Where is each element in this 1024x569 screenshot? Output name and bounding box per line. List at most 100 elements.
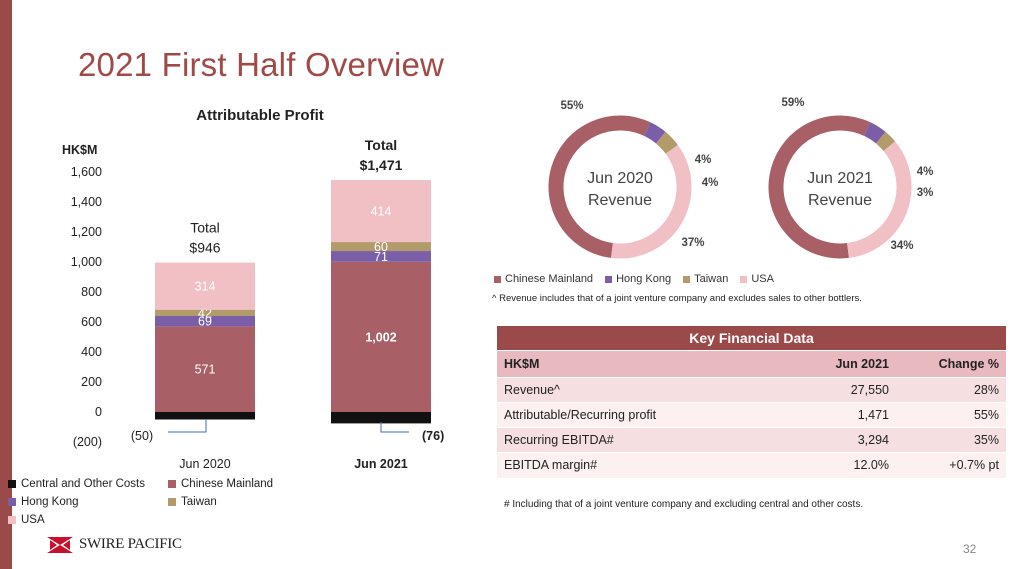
bar-data-label: 60 (374, 240, 388, 254)
legend-label: Chinese Mainland (505, 273, 594, 285)
legend-item: Hong Kong (8, 496, 79, 508)
row-value: 3,294 (781, 427, 896, 453)
bar-segment-usa (155, 262, 255, 310)
revenue-donut-2020: Jun 2020 Revenue 55% 4% 4% 37% (548, 100, 719, 259)
donut-slice-usa (611, 144, 692, 259)
y-tick-label: 0 (95, 405, 102, 419)
legend-item: Chinese Mainland (168, 478, 273, 490)
key-financial-title: Key Financial Data (497, 325, 1006, 351)
y-tick-label: 800 (81, 285, 102, 299)
donut-percent-label: 4% (917, 166, 934, 178)
legend-label: USA (21, 514, 45, 526)
donut-slice-taiwan (875, 131, 896, 152)
donut-center-line1: Jun 2020 (587, 170, 653, 187)
attributable-profit-chart: Attributable Profit HK$M (200) 0 200 400 600 80… (62, 107, 444, 471)
donut-percent-label: 59% (781, 97, 804, 109)
bar-data-label: 69 (198, 315, 212, 329)
bar-total-label: Total (365, 137, 397, 153)
bar-segment-taiwan (155, 309, 255, 316)
legend-label: Central and Other Costs (21, 478, 146, 490)
bar-data-label: 71 (374, 250, 388, 264)
y-tick-label: 400 (81, 345, 102, 359)
row-label: Recurring EBITDA# (497, 427, 781, 453)
y-tick-label: 200 (81, 375, 102, 389)
donut-slice-chinese-mainland (768, 115, 871, 259)
row-change: 55% (896, 402, 1006, 428)
row-value: 27,550 (781, 377, 896, 403)
donut-percent-label: 3% (917, 187, 934, 199)
callout-line (380, 422, 409, 433)
legend-swatch (605, 275, 613, 283)
company-logo: SWIRE PACIFIC (47, 536, 182, 553)
revenue-legend-item: USA (740, 273, 774, 285)
legend-swatch (494, 275, 501, 283)
y-tick-label: (200) (73, 435, 102, 449)
bar-segment-central-costs (331, 412, 431, 424)
legend-swatch (168, 498, 176, 506)
donut-percent-label: 55% (560, 100, 583, 112)
bar-segment-chinese-mainland (331, 261, 431, 412)
legend-label: Taiwan (694, 273, 729, 285)
revenue-legend-item: Chinese Mainland (494, 273, 593, 285)
revenue-legend-item: Taiwan (683, 273, 728, 285)
negative-value-label: (76) (422, 429, 444, 443)
donut-slice-usa (846, 141, 912, 258)
legend-swatch (8, 516, 16, 524)
bar-data-label: 1,002 (365, 330, 396, 344)
page-number: 32 (963, 542, 977, 556)
donut-slice-taiwan (655, 131, 678, 154)
legend-label: Taiwan (181, 496, 217, 508)
row-label: Revenue^ (497, 377, 781, 403)
company-name: SWIRE PACIFIC (79, 536, 182, 552)
donut-percent-label: 37% (681, 237, 704, 249)
legend-item: USA (8, 514, 45, 526)
row-change: +0.7% pt (896, 452, 1006, 478)
donut-slice-hong-kong (863, 122, 886, 144)
x-tick-label: Jun 2020 (179, 457, 230, 471)
bar-total-value: $1,471 (360, 157, 403, 173)
row-change: 28% (896, 377, 1006, 403)
donut-slice-chinese-mainland (548, 115, 651, 258)
legend-label: Chinese Mainland (181, 478, 274, 490)
slide-accent-bar (0, 0, 12, 569)
y-tick-label: 1,000 (71, 255, 102, 269)
row-label: Attributable/Recurring profit (497, 402, 781, 428)
legend-swatch (683, 275, 691, 283)
donut-center-line1: Jun 2021 (807, 170, 873, 187)
donut-percent-label: 34% (890, 240, 913, 252)
y-tick-label: 1,400 (71, 195, 102, 209)
legend-label: Hong Kong (616, 273, 672, 285)
table-row: EBITDA margin# 12.0% +0.7% pt (497, 452, 1006, 478)
swire-logo-icon (47, 536, 73, 553)
donut-center-line2: Revenue (588, 192, 652, 209)
y-axis-unit: HK$M (62, 143, 97, 157)
col-header-unit: HK$M (497, 350, 781, 378)
x-tick-label: Jun 2021 (354, 457, 408, 471)
bar-segment-chinese-mainland (155, 326, 255, 412)
table-row: Revenue^ 27,550 28% (497, 377, 1006, 403)
bar-data-label: 42 (198, 306, 212, 320)
bar-segment-hong-kong (331, 251, 431, 262)
legend-item: Taiwan (168, 496, 217, 508)
y-tick-label: 1,200 (71, 225, 102, 239)
key-financial-footnote: # Including that of a joint venture comp… (504, 499, 864, 510)
y-tick-label: 600 (81, 315, 102, 329)
legend-label: USA (751, 273, 774, 285)
revenue-legend: Chinese Mainland Hong Kong Taiwan USA (494, 273, 774, 285)
row-label: EBITDA margin# (497, 452, 781, 478)
bar-data-label: 414 (371, 205, 392, 219)
donut-percent-label: 4% (702, 177, 719, 189)
chart-title: Attributable Profit (196, 107, 324, 124)
legend-swatch (740, 275, 748, 283)
key-financial-table: Key Financial Data HK$M Jun 2021 Change … (497, 325, 1006, 478)
donut-center-line2: Revenue (808, 192, 872, 209)
bar-data-label: 314 (195, 280, 216, 294)
donut-hole (784, 131, 896, 243)
row-value: 1,471 (781, 402, 896, 428)
revenue-footnote: ^ Revenue includes that of a joint ventu… (492, 293, 862, 304)
table-row: Recurring EBITDA# 3,294 35% (497, 427, 1006, 453)
bar-segment-usa (331, 179, 431, 243)
legend-label: Hong Kong (21, 496, 79, 508)
donut-hole (564, 131, 676, 243)
row-value: 12.0% (781, 452, 896, 478)
